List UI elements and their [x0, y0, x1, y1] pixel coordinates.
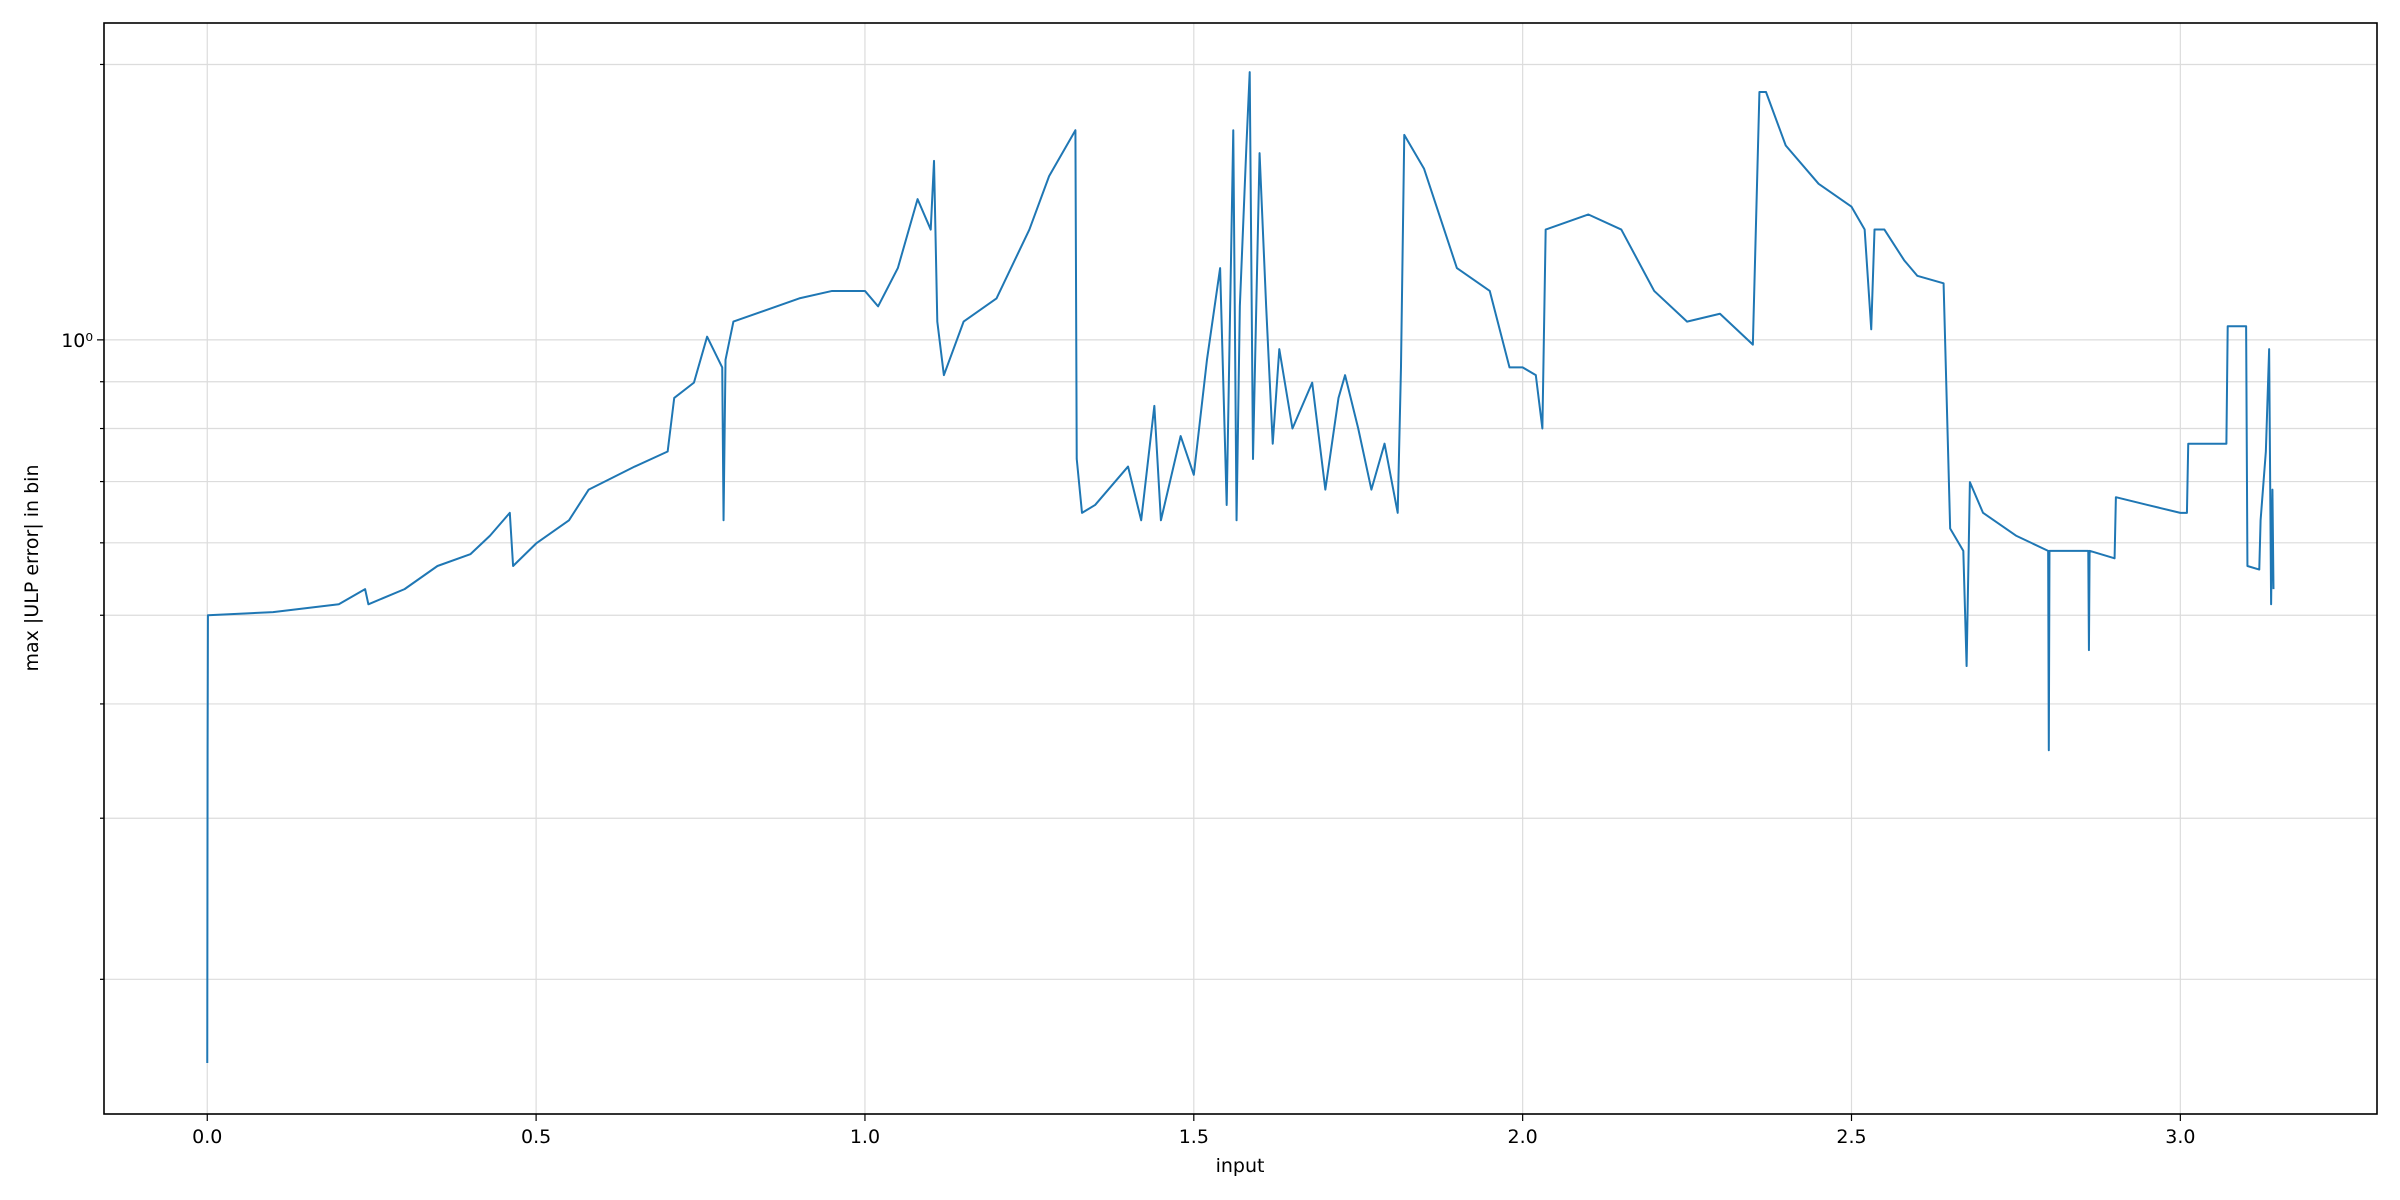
x-tick-label: 0.5: [521, 1126, 551, 1148]
x-tick-label: 2.0: [1508, 1126, 1538, 1148]
x-tick-label: 0.0: [192, 1126, 222, 1148]
x-axis-label: input: [1216, 1155, 1265, 1177]
y-tick-label: 10⁰: [61, 330, 93, 352]
x-tick-label: 1.0: [850, 1126, 880, 1148]
plot-frame: [103, 22, 2378, 1115]
x-tick-label: 2.5: [1836, 1126, 1866, 1148]
y-axis-label: max |ULP error| in bin: [21, 464, 43, 671]
x-tick-label: 1.5: [1179, 1126, 1209, 1148]
x-tick-label: 3.0: [2165, 1126, 2195, 1148]
data-line: [206, 71, 2275, 1064]
